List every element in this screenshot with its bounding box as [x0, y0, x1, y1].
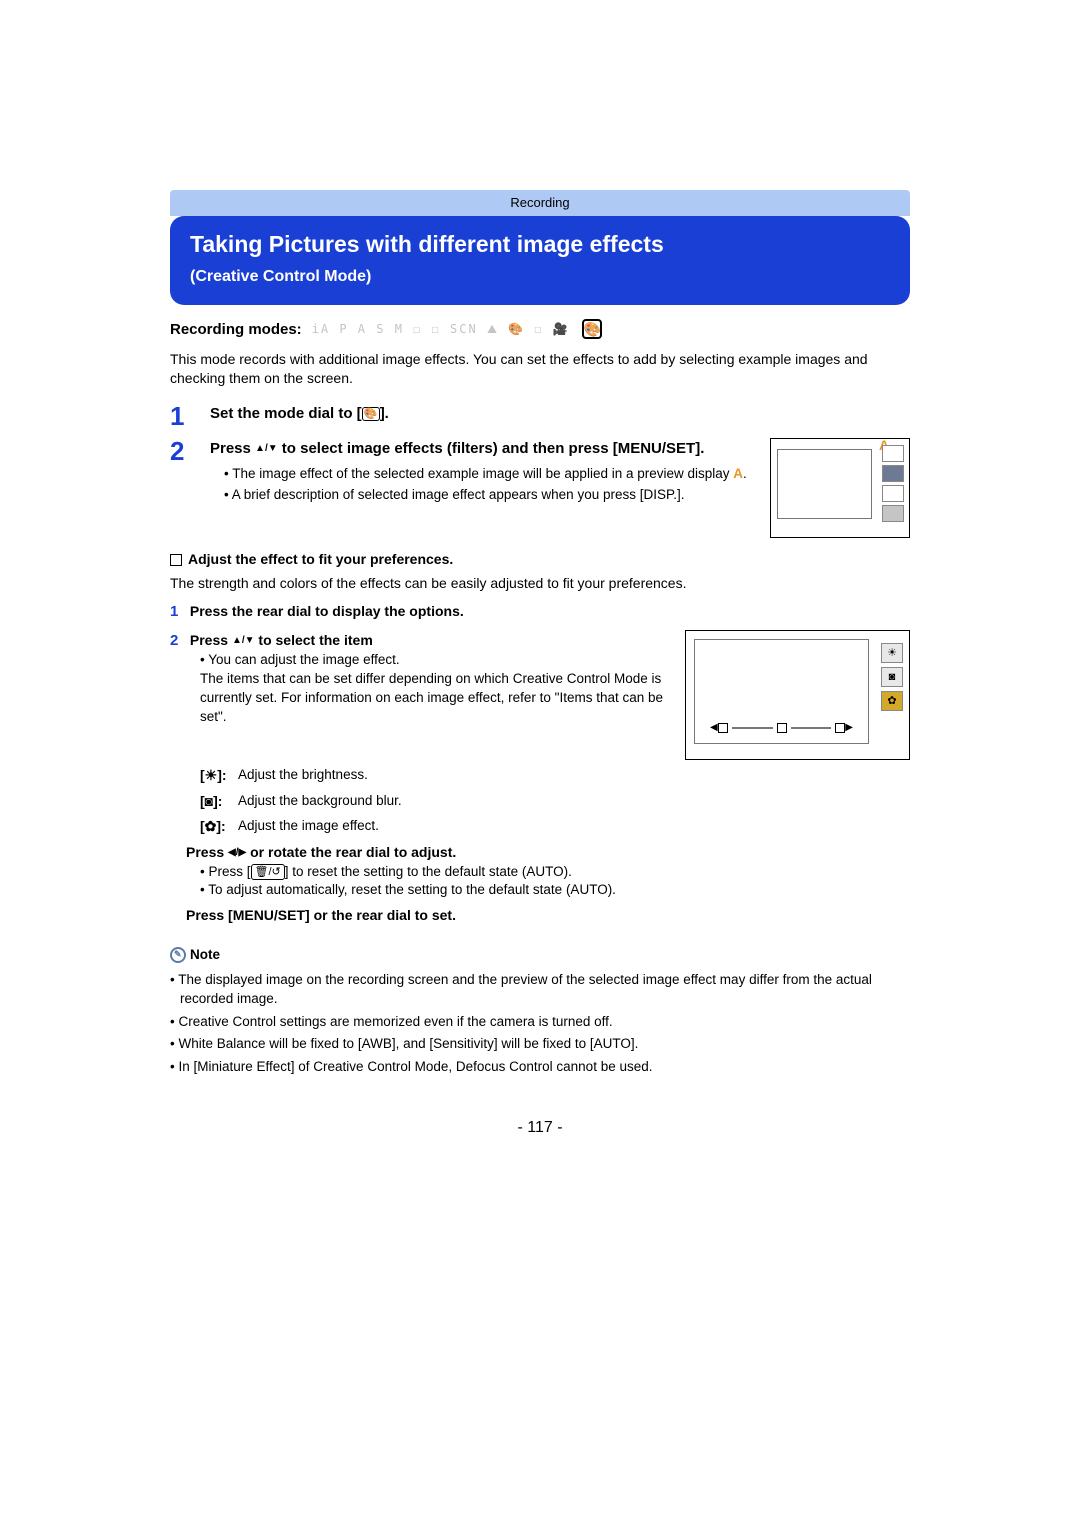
- blur-text: Adjust the background blur.: [238, 792, 402, 811]
- creative-mode-icon: 🎨: [582, 319, 602, 339]
- note-item: The displayed image on the recording scr…: [170, 971, 910, 1009]
- effect-icon: ✿: [881, 691, 903, 711]
- bullet: A brief description of selected image ef…: [224, 486, 760, 505]
- step-1: 1 Set the mode dial to [🎨].: [170, 403, 910, 430]
- substep-4-text: Press [MENU/SET] or the rear dial to set…: [186, 907, 456, 923]
- step-2-title: Press ▲/▼ to select image effects (filte…: [210, 438, 760, 459]
- note-icon: [170, 947, 186, 963]
- icon-row-brightness: [☀]: Adjust the brightness.: [200, 766, 910, 786]
- adjust-title: Adjust the effect to fit your preference…: [170, 550, 910, 570]
- b1-end: .: [743, 466, 747, 481]
- note-section: Note The displayed image on the recordin…: [170, 946, 910, 1077]
- step1-post: ].: [380, 405, 389, 422]
- page-number: - 117 -: [170, 1117, 910, 1139]
- page-title: Taking Pictures with different image eff…: [190, 228, 890, 260]
- up-down-icon: ▲/▼: [232, 634, 255, 648]
- note-list: The displayed image on the recording scr…: [170, 971, 910, 1077]
- thumb: [882, 505, 904, 522]
- opt-screen: ◀ ▶: [694, 639, 869, 744]
- step2-press: Press: [210, 440, 255, 457]
- step-number: 1: [170, 403, 192, 430]
- thumb: [882, 485, 904, 502]
- options-illustration: ◀ ▶ ☀ ◙ ✿: [685, 630, 910, 760]
- effect-text: Adjust the image effect.: [238, 817, 379, 836]
- icon-row-blur: [◙]: Adjust the background blur.: [200, 792, 910, 812]
- b1-text: The image effect of the selected example…: [232, 466, 733, 481]
- slider-marker: [718, 723, 728, 733]
- preview-thumbs: [882, 445, 904, 525]
- preview-illustration: A: [770, 438, 910, 538]
- substep-3-title: Press ◀/▶ or rotate the rear dial to adj…: [186, 844, 456, 860]
- substep-num: 2: [170, 630, 186, 651]
- blur-symbol: [◙]:: [200, 792, 230, 812]
- step-number: 2: [170, 438, 192, 538]
- intro-text: This mode records with additional image …: [170, 350, 910, 389]
- substep-1-text: Press the rear dial to display the optio…: [190, 603, 464, 619]
- section-tab: Recording: [170, 190, 910, 216]
- adjust-desc: The strength and colors of the effects c…: [170, 574, 910, 594]
- step2-mid: to select image effects (filters) and th…: [278, 440, 705, 457]
- mode-icons: iA P A S M ☐ ☐ SCN ⛰ 🎨 ☐ 🎥: [312, 321, 570, 338]
- brightness-icon: ☀: [881, 643, 903, 663]
- opt-side-icons: ☀ ◙ ✿: [881, 643, 903, 715]
- s3-bullet-1: Press [🗑/↺] to reset the setting to the …: [200, 863, 910, 882]
- recording-modes-label: Recording modes:: [170, 319, 302, 340]
- slider-marker: [835, 723, 845, 733]
- adjust-title-text: Adjust the effect to fit your preference…: [188, 551, 453, 567]
- step-1-title: Set the mode dial to [🎨].: [210, 403, 910, 424]
- s3-pre: Press: [186, 844, 228, 860]
- effect-symbol: [✿]:: [200, 817, 230, 837]
- left-right-icon: ◀/▶: [228, 846, 246, 860]
- trash-return-icon: 🗑/↺: [251, 864, 285, 880]
- substep-2-title: Press ▲/▼ to select the item: [190, 632, 373, 648]
- substep-2-desc: You can adjust the image effect. The ite…: [170, 651, 671, 727]
- bullet: The image effect of the selected example…: [224, 465, 760, 484]
- note-heading: Note: [170, 946, 910, 965]
- s2-post: to select the item: [255, 632, 373, 648]
- step-2-bullets: The image effect of the selected example…: [210, 465, 760, 505]
- label-a: A: [733, 466, 743, 481]
- thumb-selected: [882, 465, 904, 482]
- step-2: 2 Press ▲/▼ to select image effects (fil…: [170, 438, 910, 538]
- preview-main-area: [777, 449, 872, 519]
- brightness-symbol: [☀]:: [200, 766, 230, 786]
- thumb: [882, 445, 904, 462]
- brightness-text: Adjust the brightness.: [238, 766, 368, 785]
- note-item: Creative Control settings are memorized …: [170, 1013, 910, 1032]
- checkbox-icon: [170, 554, 182, 566]
- title-banner: Taking Pictures with different image eff…: [170, 216, 910, 305]
- recording-modes-row: Recording modes: iA P A S M ☐ ☐ SCN ⛰ 🎨 …: [170, 319, 910, 340]
- note-item: In [Miniature Effect] of Creative Contro…: [170, 1058, 910, 1077]
- opt-slider: ◀ ▶: [710, 721, 853, 735]
- blur-icon: ◙: [881, 667, 903, 687]
- substep-num: 1: [170, 601, 186, 622]
- note-title: Note: [190, 946, 220, 965]
- step1-pre: Set the mode dial to [: [210, 405, 362, 422]
- s2-pre: Press: [190, 632, 232, 648]
- note-item: White Balance will be fixed to [AWB], an…: [170, 1035, 910, 1054]
- s2-desc-text: You can adjust the image effect. The ite…: [200, 651, 671, 727]
- page-subtitle: (Creative Control Mode): [190, 266, 890, 288]
- s3b1a: Press [: [208, 864, 250, 879]
- slider-marker: [777, 723, 787, 733]
- up-down-icon: ▲/▼: [255, 442, 278, 456]
- s3b1b: ] to reset the setting to the default st…: [285, 864, 572, 879]
- adjust-section: Adjust the effect to fit your preference…: [170, 550, 910, 926]
- palette-icon: 🎨: [362, 407, 380, 421]
- icon-row-effect: [✿]: Adjust the image effect.: [200, 817, 910, 837]
- s3-post: or rotate the rear dial to adjust.: [246, 844, 456, 860]
- s3-bullet-2: To adjust automatically, reset the setti…: [200, 881, 910, 900]
